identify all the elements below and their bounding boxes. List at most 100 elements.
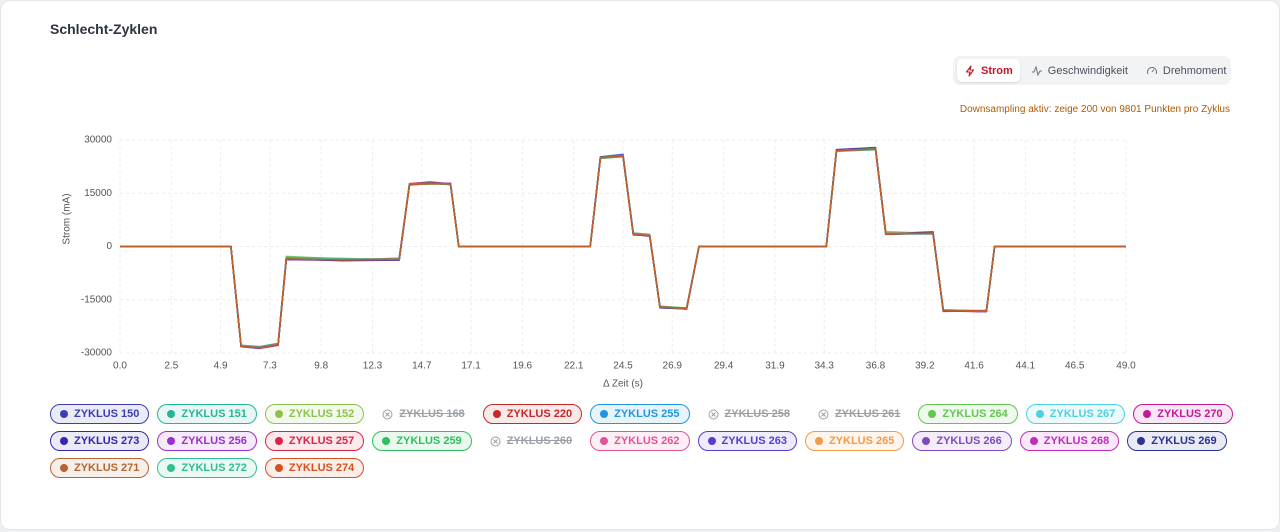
legend-item[interactable]: ZYKLUS 273: [50, 431, 150, 451]
legend-item[interactable]: ZYKLUS 152: [264, 404, 365, 424]
legend-item[interactable]: ZYKLUS 262: [590, 431, 690, 451]
legend-dot: [167, 464, 176, 472]
x-tick-label: 24.5: [613, 361, 633, 372]
legend-dot: [382, 437, 391, 445]
tab-geschwindigkeit[interactable]: Geschwindigkeit: [1024, 59, 1135, 82]
legend-label: ZYKLUS 261: [834, 408, 901, 420]
legend-dot: [60, 464, 68, 472]
legend-label: ZYKLUS 259: [396, 435, 462, 447]
tab-label: Strom: [981, 64, 1013, 77]
tab-drehmoment[interactable]: Drehmoment: [1139, 59, 1234, 82]
legend-label: ZYKLUS 168: [399, 408, 465, 420]
legend-dot: [274, 410, 283, 418]
legend-label: ZYKLUS 262: [614, 435, 680, 447]
legend-item[interactable]: ZYKLUS 271: [50, 458, 150, 478]
legend-item[interactable]: ZYKLUS 256: [157, 431, 257, 451]
legend-dot: [922, 437, 931, 445]
x-tick-label: 49.0: [1116, 361, 1136, 372]
hidden-icon: [490, 436, 501, 446]
legend-label: ZYKLUS 267: [1049, 408, 1116, 420]
legend-item[interactable]: ZYKLUS 267: [1025, 404, 1126, 424]
x-tick-label: 7.3: [263, 361, 277, 372]
legend-item[interactable]: ZYKLUS 272: [157, 458, 257, 478]
legend-item[interactable]: ZYKLUS 274: [264, 458, 365, 478]
icon-bolt: [965, 64, 975, 77]
hidden-icon: [818, 409, 829, 419]
x-tick-label: 9.8: [314, 361, 328, 372]
legend-item[interactable]: ZYKLUS 168: [372, 404, 474, 424]
legend-item[interactable]: ZYKLUS 266: [912, 431, 1012, 451]
legend-dot: [274, 437, 283, 445]
x-tick-label: 17.1: [461, 361, 481, 372]
x-tick-label: 2.5: [164, 361, 178, 372]
tab-bar: Strom Geschwindigkeit Drehmoment: [953, 56, 1231, 85]
legend-item[interactable]: ZYKLUS 260: [480, 431, 582, 451]
legend-label: ZYKLUS 255: [614, 408, 680, 420]
legend-item[interactable]: ZYKLUS 255: [590, 404, 690, 424]
legend-label: ZYKLUS 271: [74, 462, 140, 474]
legend-item[interactable]: ZYKLUS 258: [698, 404, 800, 424]
x-tick-label: 0.0: [113, 361, 127, 372]
legend-label: ZYKLUS 266: [936, 435, 1002, 447]
legend-item[interactable]: ZYKLUS 265: [804, 431, 905, 451]
legend-item[interactable]: ZYKLUS 264: [918, 404, 1018, 424]
legend-label: ZYKLUS 272: [181, 462, 247, 474]
x-tick-label: 12.3: [363, 361, 383, 372]
legend-item[interactable]: ZYKLUS 270: [1133, 404, 1233, 424]
y-tick-label: 15000: [84, 188, 112, 199]
y-tick-label: -15000: [81, 294, 113, 305]
legend-dot: [1143, 410, 1152, 418]
legend-dot: [600, 437, 609, 445]
x-tick-label: 41.6: [964, 361, 984, 372]
legend-label: ZYKLUS 260: [506, 435, 573, 447]
tab-strom[interactable]: Strom: [957, 59, 1020, 82]
y-tick-label: 30000: [84, 135, 112, 146]
legend-label: ZYKLUS 273: [74, 435, 140, 447]
legend-dot: [814, 437, 823, 445]
legend-item[interactable]: ZYKLUS 263: [697, 431, 797, 451]
legend-label: ZYKLUS 152: [288, 408, 355, 420]
x-tick-label: 46.5: [1065, 361, 1085, 372]
legend-dot: [1035, 410, 1044, 418]
legend-item[interactable]: ZYKLUS 257: [264, 431, 365, 451]
legend-item[interactable]: ZYKLUS 150: [50, 404, 150, 424]
legend-dot: [1137, 437, 1146, 445]
x-tick-label: 34.3: [814, 361, 834, 372]
legend-label: ZYKLUS 274: [288, 462, 355, 474]
legend-dot: [928, 410, 937, 418]
legend-item[interactable]: ZYKLUS 268: [1019, 431, 1120, 451]
icon-gauge: [1146, 66, 1157, 74]
legend-dot: [60, 410, 68, 418]
legend-label: ZYKLUS 258: [724, 408, 790, 420]
y-tick-label: 0: [106, 241, 112, 252]
tab-label: Geschwindigkeit: [1047, 64, 1128, 77]
legend-label: ZYKLUS 268: [1043, 435, 1110, 447]
legend-dot: [492, 410, 501, 418]
series-line: [120, 148, 1126, 349]
legend-dot: [60, 437, 68, 445]
x-tick-label: 39.2: [915, 361, 935, 372]
legend-item[interactable]: ZYKLUS 261: [808, 404, 910, 424]
legend-dot: [600, 410, 609, 418]
legend-item[interactable]: ZYKLUS 269: [1127, 431, 1227, 451]
legend-label: ZYKLUS 220: [506, 408, 573, 420]
x-axis-label: Δ Zeit (s): [603, 379, 643, 390]
legend-item[interactable]: ZYKLUS 259: [372, 431, 472, 451]
y-axis-label: Strom (mA): [62, 193, 73, 244]
x-tick-label: 26.9: [663, 361, 683, 372]
legend-dot: [1029, 437, 1038, 445]
legend-dot: [167, 410, 176, 418]
x-tick-label: 14.7: [412, 361, 432, 372]
chart: Strom (mA) Δ Zeit (s) -30000 -15000 0 15000…: [62, 135, 1137, 390]
legend-dot: [707, 437, 716, 445]
legend-label: ZYKLUS 270: [1157, 408, 1223, 420]
y-tick-label: -30000: [81, 348, 113, 359]
x-tick-label: 36.8: [866, 361, 886, 372]
legend-label: ZYKLUS 269: [1151, 435, 1217, 447]
legend-dot: [167, 437, 176, 445]
x-tick-label: 4.9: [214, 361, 228, 372]
legend-label: ZYKLUS 263: [721, 435, 787, 447]
legend-item[interactable]: ZYKLUS 220: [482, 404, 583, 424]
legend-item[interactable]: ZYKLUS 151: [157, 404, 257, 424]
